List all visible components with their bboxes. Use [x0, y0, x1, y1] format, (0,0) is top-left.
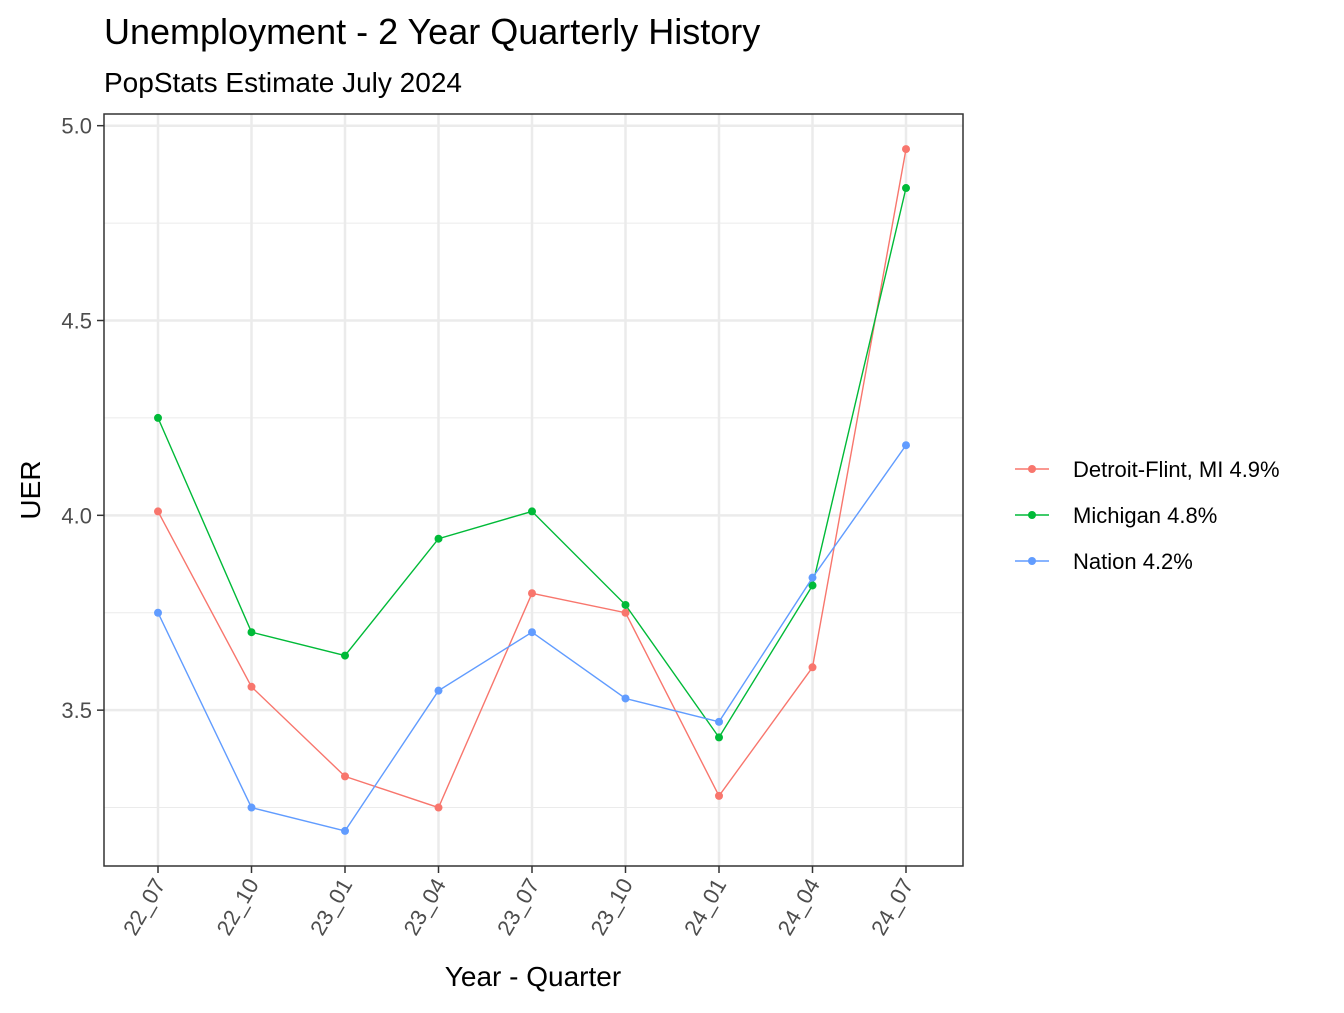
- data-point: [247, 628, 256, 637]
- data-point: [808, 573, 817, 582]
- data-point: [528, 589, 536, 598]
- data-point: [434, 534, 443, 543]
- data-point: [621, 608, 630, 617]
- legend-key-point: [1028, 465, 1036, 473]
- x-axis-label: Year - Quarter: [445, 961, 621, 992]
- legend-key-point: [1028, 511, 1036, 519]
- x-axis: 22_07 22_10 23_01 23_04 23_07 23_10 24_01 24_04…: [118, 866, 918, 939]
- y-tick-label: 5.0: [61, 114, 92, 139]
- x-tick-label: 22_10: [212, 874, 264, 939]
- data-point: [247, 682, 256, 691]
- data-point: [902, 145, 910, 154]
- legend-label: Nation 4.2%: [1073, 549, 1193, 574]
- data-point: [715, 717, 723, 726]
- data-point: [341, 651, 349, 660]
- y-tick-label: 4.0: [61, 503, 92, 528]
- data-point: [341, 826, 349, 835]
- data-point: [621, 600, 630, 609]
- data-point: [154, 413, 162, 422]
- data-point: [247, 803, 256, 812]
- y-axis-label: UER: [15, 460, 46, 519]
- data-point: [154, 608, 162, 617]
- x-tick-label: 23_07: [492, 874, 544, 939]
- data-point: [715, 791, 723, 800]
- x-tick-label: 23_04: [399, 874, 451, 939]
- data-point: [808, 663, 817, 672]
- data-point: [434, 803, 443, 812]
- y-axis: 3.5 4.0 4.5 5.0: [61, 114, 104, 723]
- chart-title: Unemployment - 2 Year Quarterly History: [104, 11, 760, 52]
- y-tick-label: 4.5: [61, 309, 92, 334]
- y-tick-label: 3.5: [61, 698, 92, 723]
- chart-subtitle: PopStats Estimate July 2024: [104, 67, 462, 98]
- x-tick-label: 22_07: [118, 874, 170, 939]
- data-point: [528, 628, 536, 637]
- legend-key-point: [1028, 557, 1036, 565]
- x-tick-label: 24_01: [679, 874, 731, 939]
- x-tick-label: 24_07: [866, 874, 918, 939]
- data-point: [341, 772, 349, 781]
- data-point: [902, 184, 910, 193]
- data-point: [808, 581, 817, 590]
- x-tick-label: 23_10: [586, 874, 638, 939]
- plot-gridlines: [104, 114, 963, 866]
- legend: Detroit-Flint, MI 4.9% Michigan 4.8% Natio…: [1015, 457, 1280, 574]
- data-point: [154, 507, 162, 516]
- plot-series: [154, 145, 910, 835]
- x-tick-label: 24_04: [773, 874, 825, 939]
- data-point: [621, 694, 630, 703]
- data-point: [528, 507, 536, 516]
- data-point: [902, 441, 910, 450]
- x-tick-label: 23_01: [305, 874, 357, 939]
- data-point: [715, 733, 723, 742]
- data-point: [434, 686, 443, 695]
- legend-label: Michigan 4.8%: [1073, 503, 1217, 528]
- plot-panel-border: [103, 113, 964, 867]
- legend-label: Detroit-Flint, MI 4.9%: [1073, 457, 1280, 482]
- plot-background: [104, 114, 963, 866]
